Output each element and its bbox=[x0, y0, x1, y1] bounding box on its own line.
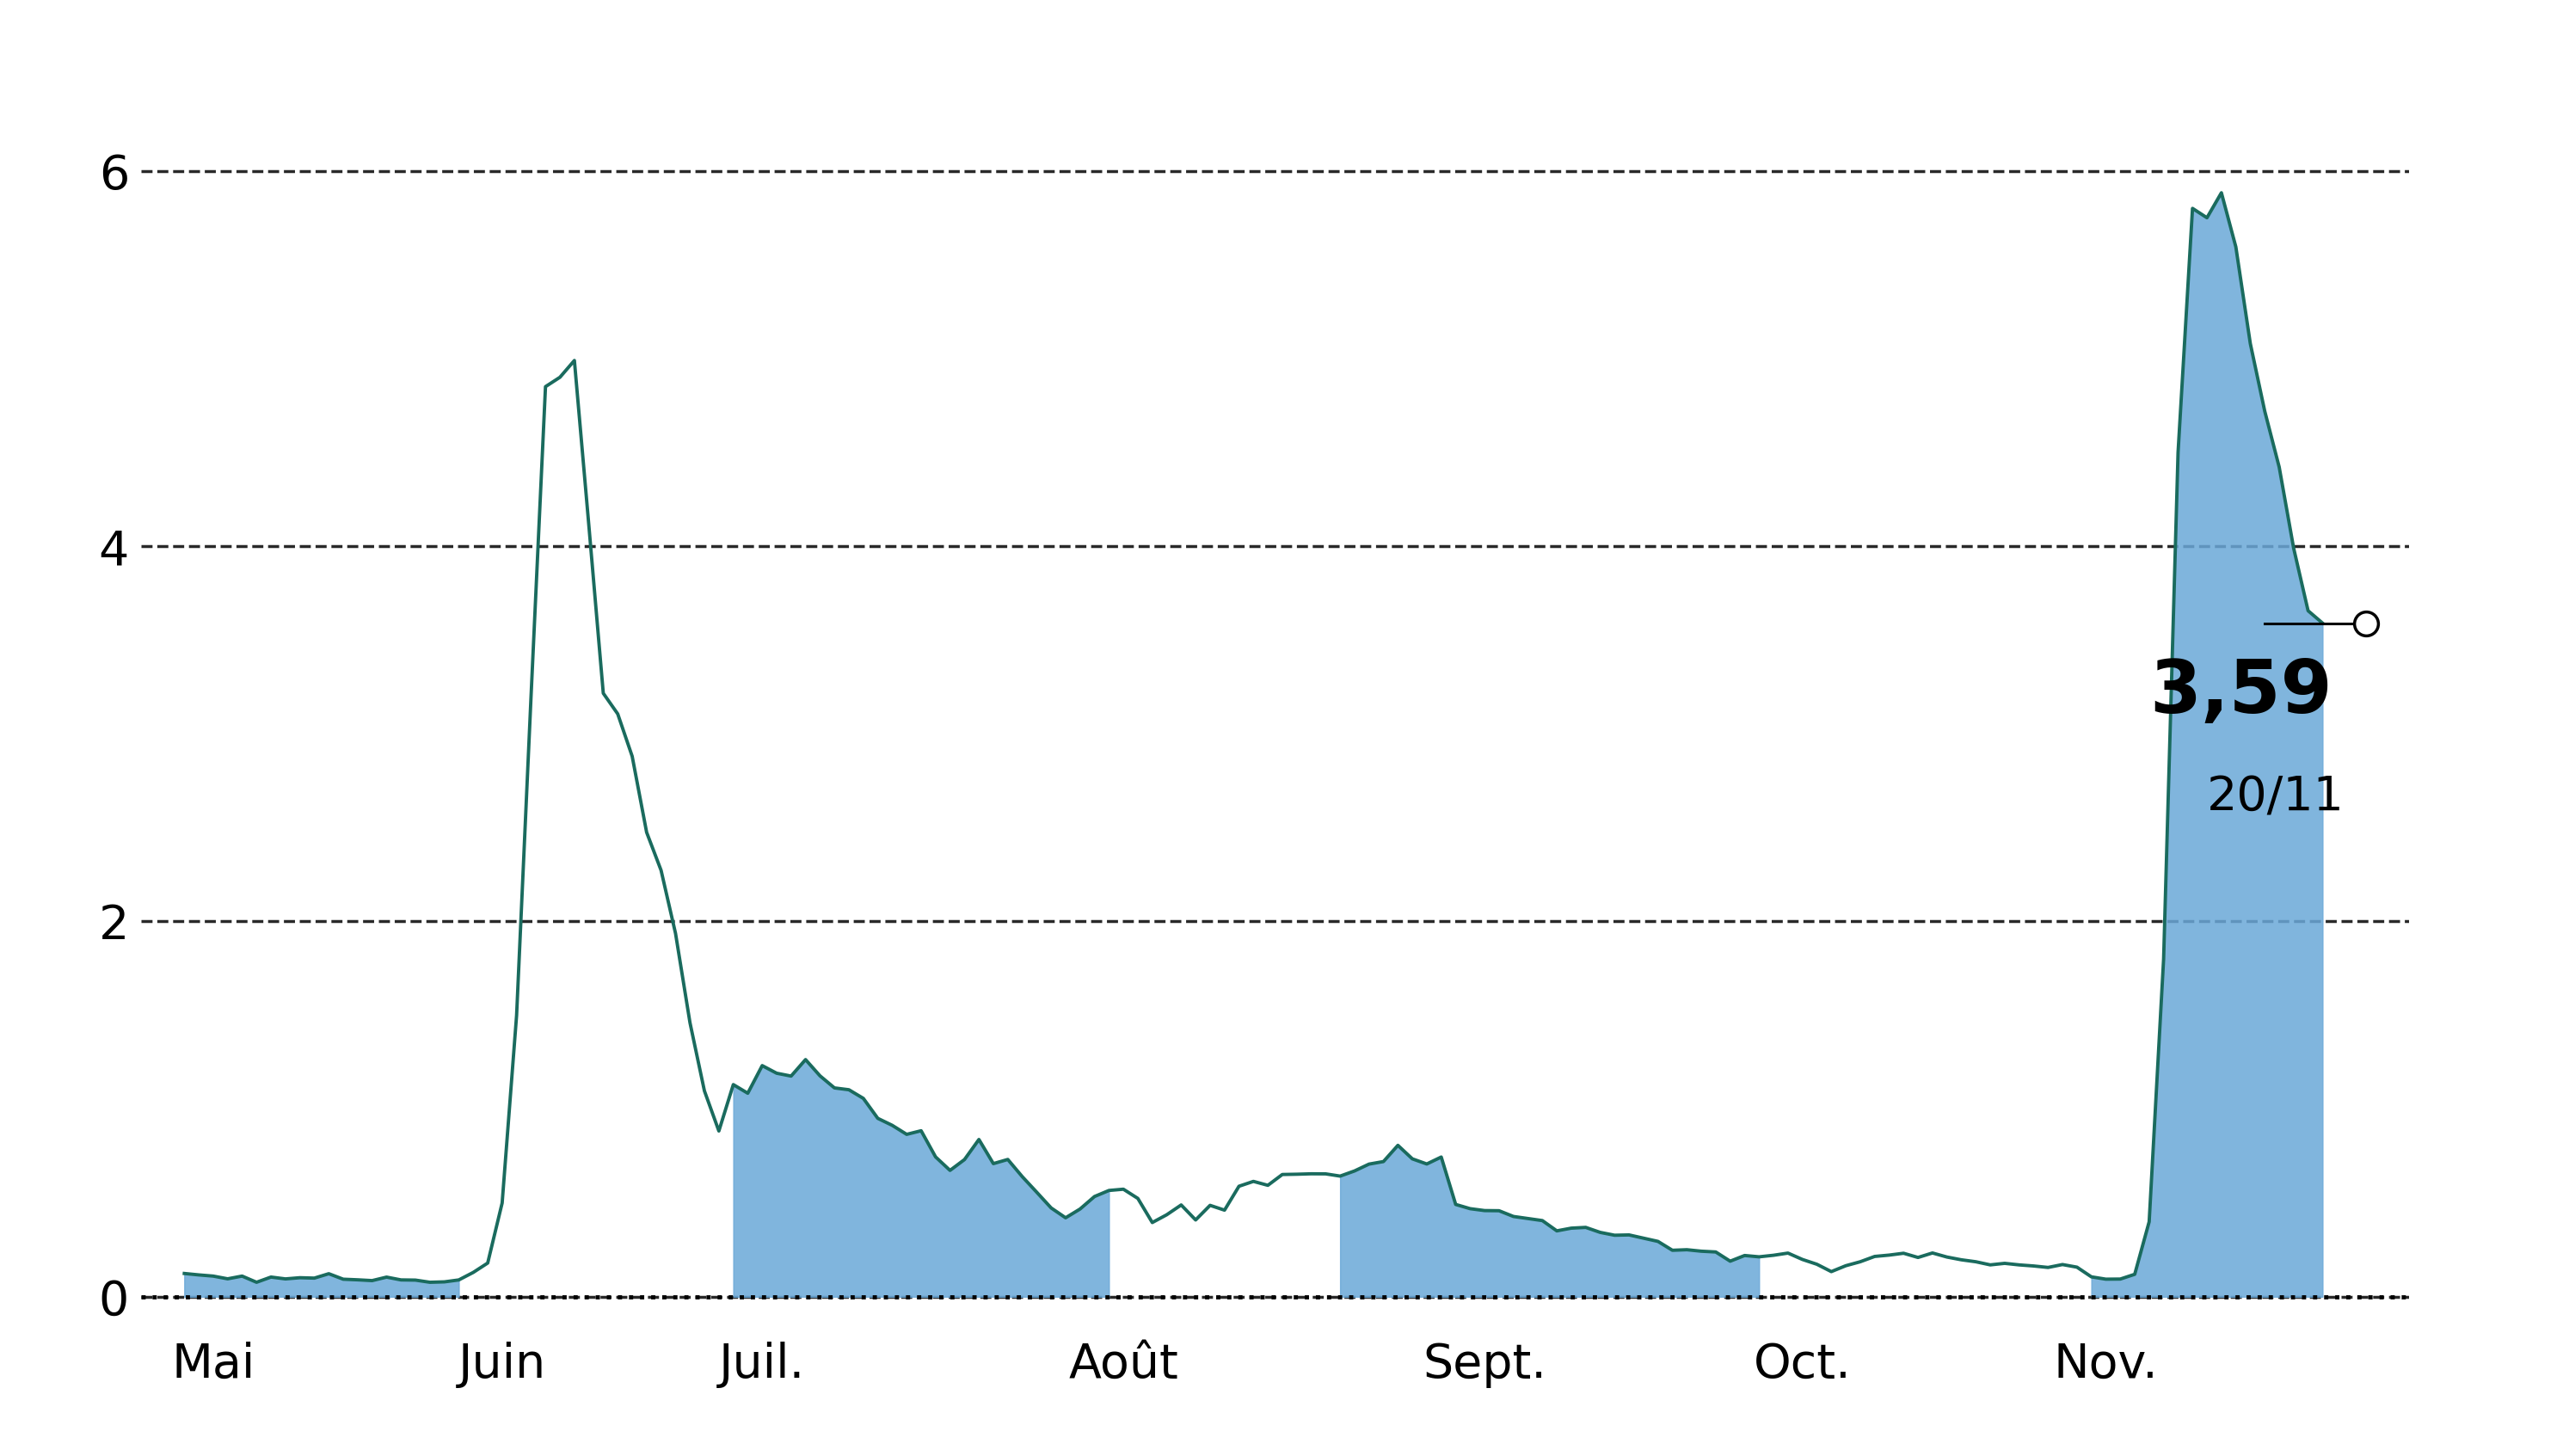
Text: 20/11: 20/11 bbox=[2207, 775, 2345, 821]
Text: 3,59: 3,59 bbox=[2150, 657, 2332, 728]
Text: Interactive Strength Inc.: Interactive Strength Inc. bbox=[633, 22, 1930, 112]
